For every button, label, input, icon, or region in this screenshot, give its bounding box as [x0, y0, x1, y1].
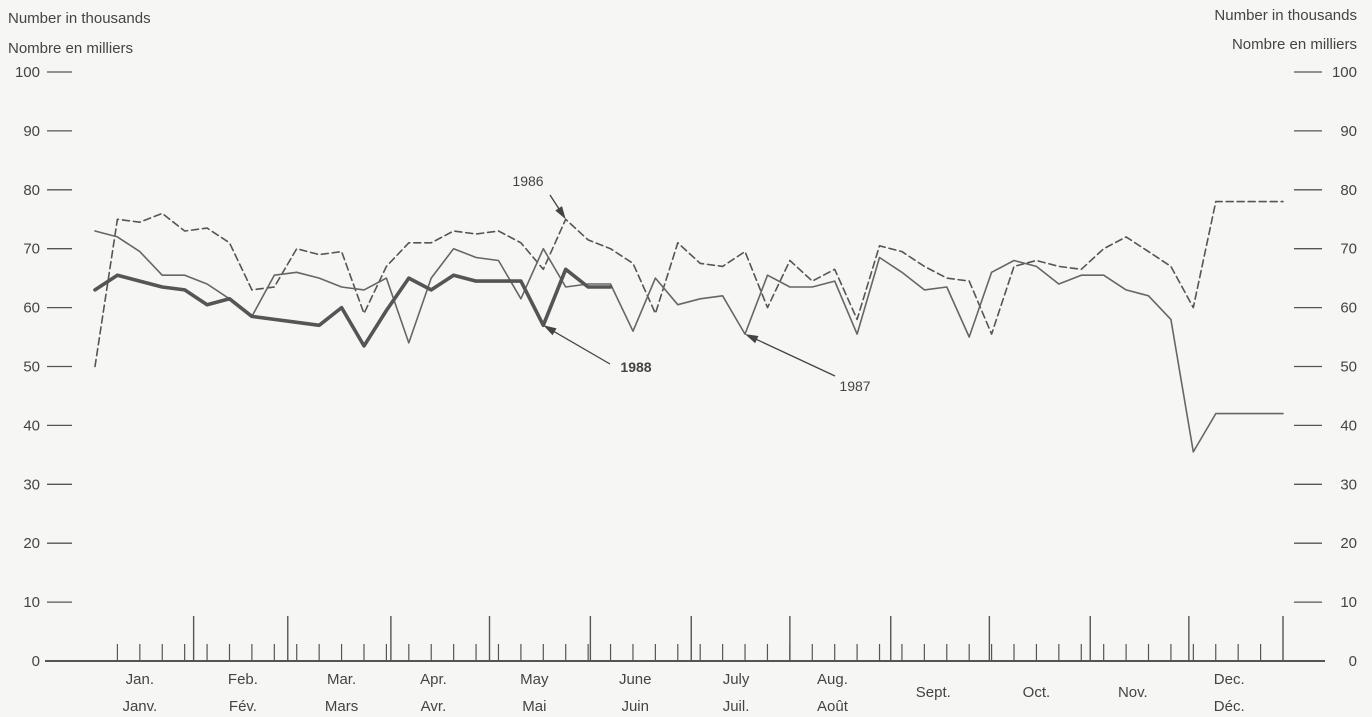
month-label-en: Nov.: [1118, 684, 1148, 701]
ytick-label-left: 70: [23, 241, 40, 258]
month-label-en: July: [723, 671, 750, 688]
right-unit-label-fr: Nombre en milliers: [1231, 36, 1357, 53]
month-label-fr: Déc.: [1214, 698, 1245, 715]
left-unit-label-fr: Nombre en milliers: [8, 40, 134, 57]
month-label-fr: Mai: [522, 698, 546, 715]
ytick-label-left: 80: [23, 182, 40, 199]
month-label-fr: Juil.: [723, 698, 750, 715]
series-line-1987: [94, 230, 1284, 453]
ytick-label-right: 70: [1340, 241, 1357, 258]
ytick-label-left: 60: [23, 300, 40, 317]
annotation-arrowhead-1987: [745, 334, 759, 344]
right-unit-label-en: Number in thousands: [1214, 7, 1357, 24]
ytick-label-right: 60: [1340, 300, 1357, 317]
month-label-en: Aug.: [817, 671, 848, 688]
month-label-fr: Fév.: [229, 698, 257, 715]
ytick-label-right: 80: [1340, 182, 1357, 199]
ytick-label-right: 90: [1340, 123, 1357, 140]
month-label-en: June: [619, 671, 652, 688]
ytick-label-right: 50: [1340, 359, 1357, 376]
month-label-fr: Janv.: [122, 698, 157, 715]
ytick-label-left: 20: [23, 535, 40, 552]
annotation-label-1987: 1987: [839, 378, 870, 394]
series-lines: [93, 200, 1284, 453]
month-label-en: Dec.: [1214, 671, 1245, 688]
month-label-en: Apr.: [420, 671, 447, 688]
month-label-en: Mar.: [327, 671, 356, 688]
annotation-arrow-1987: [748, 335, 836, 377]
left-unit-label-en: Number in thousands: [8, 10, 151, 27]
annotation-arrowhead-1988: [543, 325, 557, 336]
month-label-fr: Août: [817, 698, 849, 715]
ytick-label-right: 30: [1340, 476, 1357, 493]
ytick-label-left: 0: [32, 653, 40, 670]
annotations: 1986 1988 1987: [512, 173, 870, 394]
annotation-arrow-1988: [546, 326, 611, 365]
ytick-label-left: 50: [23, 359, 40, 376]
ytick-label-right: 0: [1349, 653, 1357, 670]
ytick-label-left: 40: [23, 417, 40, 434]
ytick-label-right: 20: [1340, 535, 1357, 552]
month-label-en: Jan.: [126, 671, 154, 688]
month-label-en: Sept.: [916, 684, 951, 701]
ytick-label-right: 40: [1340, 417, 1357, 434]
series-line-1986: [94, 200, 1284, 368]
ytick-label-left: 30: [23, 476, 40, 493]
ytick-label-left: 10: [23, 594, 40, 611]
annotation-label-1986: 1986: [512, 173, 543, 189]
ytick-label-left: 90: [23, 123, 40, 140]
axes: 0 0 10 10 20 20 30 30 40 40 50 50 60 60 70 70 80 80 90 90 10…: [15, 64, 1357, 715]
annotation-arrowhead-1986: [555, 206, 566, 220]
month-label-fr: Mars: [325, 698, 358, 715]
month-label-en: Oct.: [1023, 684, 1051, 701]
series-line-1988: [93, 267, 613, 348]
ytick-label-left: 100: [15, 64, 40, 81]
month-label-en: Feb.: [228, 671, 258, 688]
ytick-label-right: 100: [1332, 64, 1357, 81]
month-label-fr: Juin: [621, 698, 649, 715]
month-label-en: May: [520, 671, 549, 688]
annotation-label-1988: 1988: [620, 359, 651, 375]
ytick-label-right: 10: [1340, 594, 1357, 611]
month-label-fr: Avr.: [421, 698, 447, 715]
